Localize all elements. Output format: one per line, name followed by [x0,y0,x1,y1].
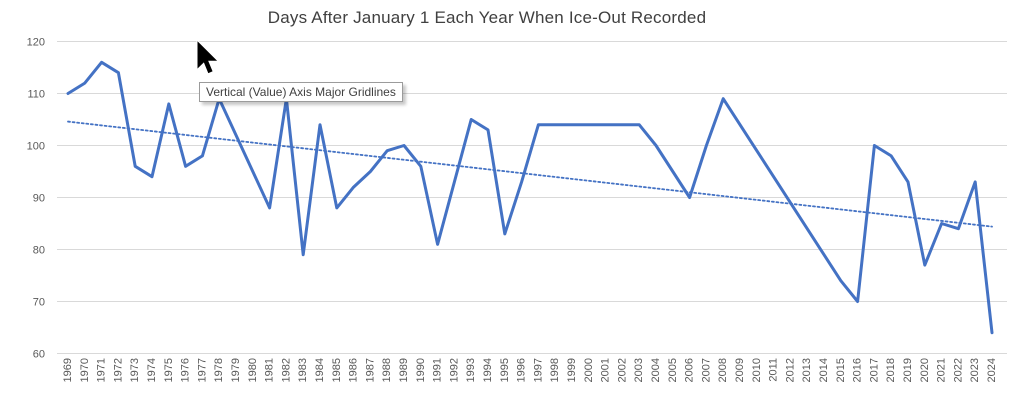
x-axis-tick-label[interactable]: 2006 [684,358,696,382]
x-axis-tick-label[interactable]: 2000 [583,358,595,382]
y-axis-tick-label[interactable]: 80 [33,245,45,257]
x-axis-tick-label[interactable]: 1981 [264,358,276,382]
x-axis-tick-label[interactable]: 2003 [633,358,645,382]
x-axis-tick-label[interactable]: 2023 [969,358,981,382]
x-axis-tick-label[interactable]: 2018 [885,358,897,382]
ice-out-series-line[interactable] [66,60,994,335]
x-axis-tick-label[interactable]: 1971 [96,358,108,382]
x-axis-tick-label[interactable]: 1987 [364,358,376,382]
x-axis-tick-label[interactable]: 1985 [331,358,343,382]
x-axis-tick-label[interactable]: 1984 [314,358,326,382]
x-axis-tick-label[interactable]: 1993 [465,358,477,382]
x-axis-tick-label[interactable]: 2022 [952,358,964,382]
x-axis-tick-label[interactable]: 1977 [196,358,208,382]
x-axis-tick-label[interactable]: 2021 [936,358,948,382]
x-axis-tick-label[interactable]: 1975 [163,358,175,382]
x-axis-tick-label[interactable]: 1976 [180,358,192,382]
x-axis-tick-label[interactable]: 2020 [919,358,931,382]
x-axis-tick-label[interactable]: 1997 [532,358,544,382]
trendline-dotted[interactable] [67,120,993,228]
x-axis-tick-label[interactable]: 1978 [213,358,225,382]
x-axis-tick-label[interactable]: 2007 [700,358,712,382]
x-axis-tick-label[interactable]: 1972 [112,358,124,382]
x-axis-tick-label[interactable]: 1996 [516,358,528,382]
x-axis-tick-label[interactable]: 1980 [247,358,259,382]
x-axis-tick-label[interactable]: 2009 [734,358,746,382]
x-axis-tick-label[interactable]: 1994 [482,358,494,382]
x-axis-tick-label[interactable]: 2016 [852,358,864,382]
x-axis-tick-label[interactable]: 2014 [818,358,830,382]
x-axis-tick-label[interactable]: 2013 [801,358,813,382]
y-axis-tick-label[interactable]: 90 [33,193,45,205]
x-axis-tick-label[interactable]: 2019 [902,358,914,382]
mouse-cursor-icon [196,39,220,75]
x-axis-tick-label[interactable]: 1979 [230,358,242,382]
x-axis-tick-label[interactable]: 1970 [79,358,91,382]
x-axis-tick-label[interactable]: 1974 [146,358,158,382]
x-axis-tick-label[interactable]: 2010 [751,358,763,382]
x-axis-tick-label[interactable]: 1998 [549,358,561,382]
x-axis-tick-label[interactable]: 1989 [398,358,410,382]
x-axis-tick-label[interactable]: 1982 [280,358,292,382]
x-axis-tick-label[interactable]: 1973 [129,358,141,382]
x-axis-tick-label[interactable]: 2012 [784,358,796,382]
tooltip-text: Vertical (Value) Axis Major Gridlines [206,85,396,99]
x-axis-tick-label[interactable]: 2002 [616,358,628,382]
y-axis-tick-label[interactable]: 100 [27,141,45,153]
x-axis-tick-label[interactable]: 1995 [499,358,511,382]
x-axis-tick-label[interactable]: 1988 [381,358,393,382]
x-axis-tick-label[interactable]: 2017 [868,358,880,382]
y-axis-tick-label[interactable]: 110 [27,89,45,101]
x-axis-tick-label[interactable]: 1991 [432,358,444,382]
x-axis-tick-label[interactable]: 2001 [600,358,612,382]
gridlines-tooltip: Vertical (Value) Axis Major Gridlines [199,82,403,102]
x-axis-tick-label[interactable]: 1992 [448,358,460,382]
x-axis-tick-label[interactable]: 2011 [768,358,780,382]
y-axis-tick-label[interactable]: 70 [33,297,45,309]
x-axis-tick-label[interactable]: 1983 [297,358,309,382]
x-axis-tick-label[interactable]: 1969 [62,358,74,382]
x-axis-tick-label[interactable]: 2008 [717,358,729,382]
x-axis-tick-label[interactable]: 2015 [835,358,847,382]
x-axis-tick-label[interactable]: 2004 [650,358,662,382]
y-axis-tick-label[interactable]: 60 [33,349,45,361]
x-axis-tick-label[interactable]: 1990 [415,358,427,382]
x-axis-tick-label[interactable]: 1986 [348,358,360,382]
y-axis-tick-label[interactable]: 120 [27,37,45,49]
chart-title[interactable]: Days After January 1 Each Year When Ice-… [267,8,707,27]
x-axis-tick-label[interactable]: 2024 [986,358,998,382]
x-axis-tick-label[interactable]: 1999 [566,358,578,382]
x-axis-tick-label[interactable]: 2005 [667,358,679,382]
